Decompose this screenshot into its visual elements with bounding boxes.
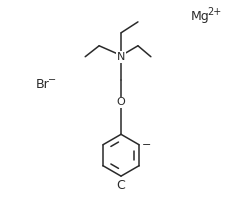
Text: Mg: Mg <box>191 10 210 23</box>
Text: C: C <box>117 179 126 192</box>
Text: −: − <box>48 75 56 85</box>
Text: 2+: 2+ <box>208 7 222 17</box>
Text: N: N <box>117 52 125 62</box>
Text: O: O <box>117 98 126 107</box>
Text: −: − <box>142 140 152 150</box>
Text: Br: Br <box>36 78 49 91</box>
